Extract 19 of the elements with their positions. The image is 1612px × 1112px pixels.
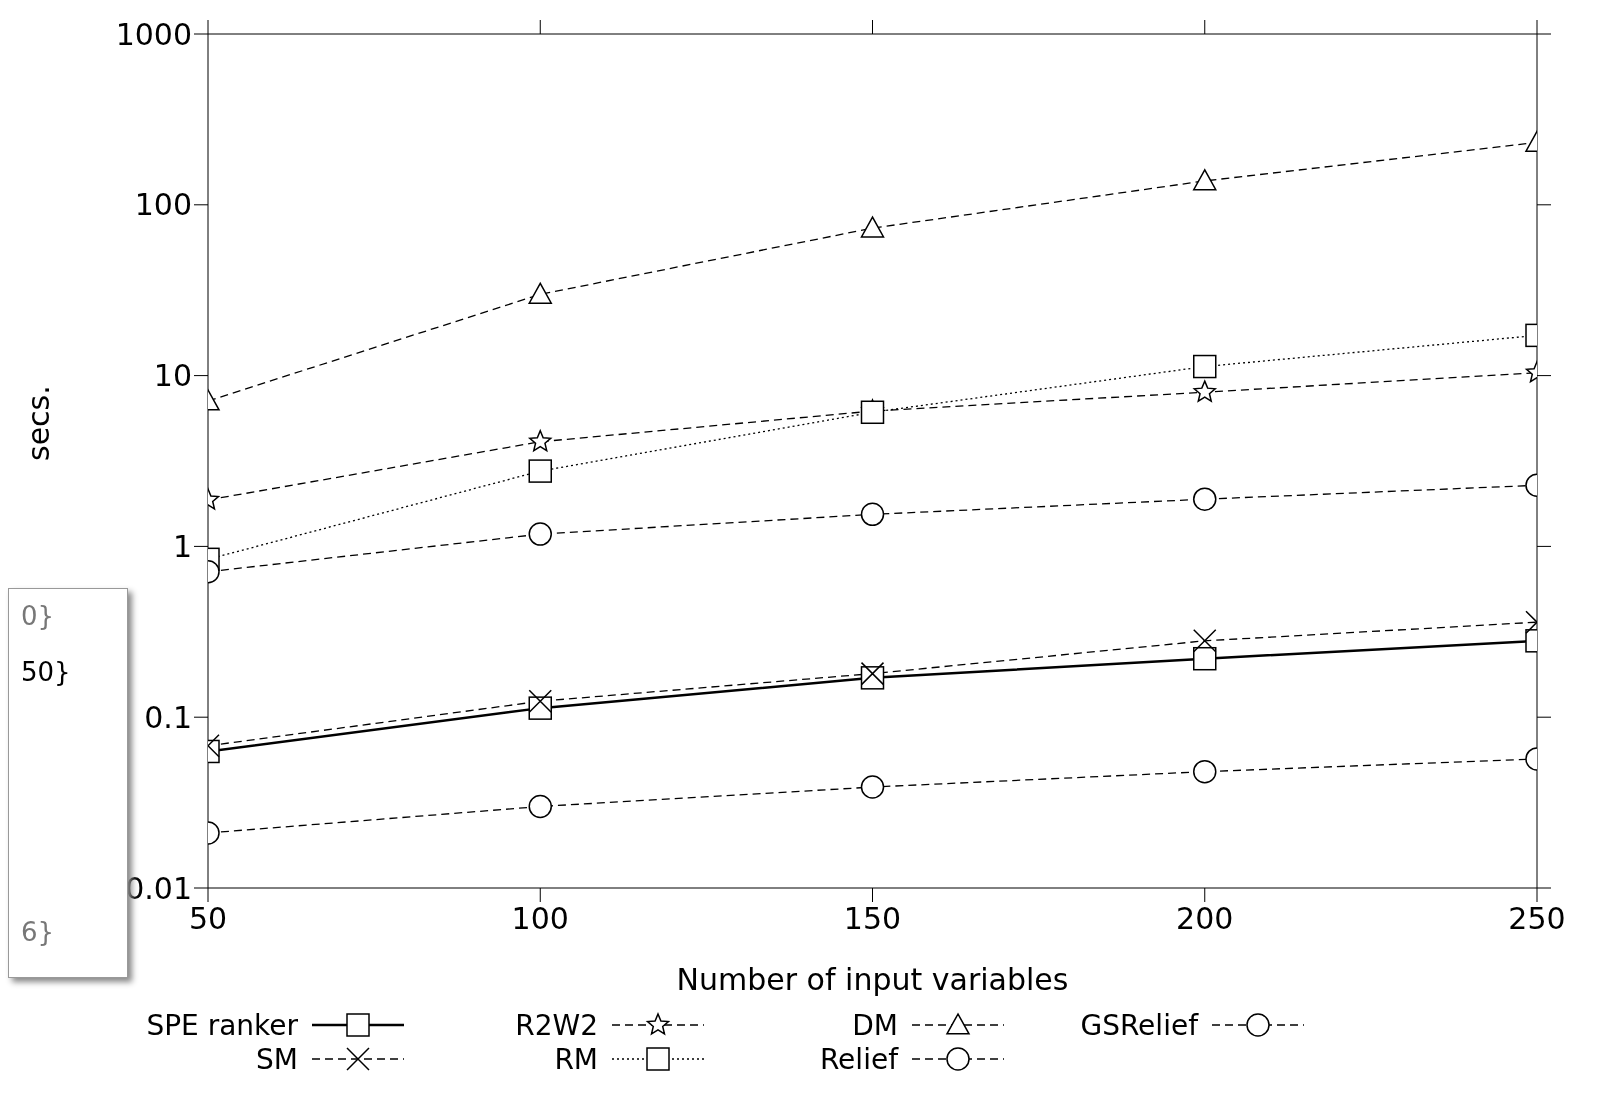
legend-label: SPE ranker bbox=[146, 1008, 298, 1042]
y-tick-label: 100 bbox=[134, 187, 192, 223]
y-tick-label: 1000 bbox=[115, 16, 192, 52]
legend-label: RM bbox=[554, 1042, 598, 1076]
y-tick-label: 1 bbox=[172, 529, 192, 565]
legend-label: SM bbox=[256, 1042, 298, 1076]
x-tick-label: 150 bbox=[843, 901, 902, 937]
legend-label: DM bbox=[852, 1008, 898, 1042]
y-tick-label: 0.1 bbox=[144, 699, 192, 735]
legend-label: R2W2 bbox=[515, 1008, 598, 1042]
x-tick-label: 250 bbox=[1508, 901, 1566, 937]
x-tick-label: 100 bbox=[511, 901, 569, 937]
y-tick-label: 10 bbox=[153, 358, 192, 394]
y-axis-title: secs. bbox=[20, 385, 56, 461]
x-tick-label: 200 bbox=[1176, 901, 1234, 937]
legend-label: Relief bbox=[819, 1042, 898, 1076]
popup-panel: 0} 50} 6} bbox=[8, 588, 128, 978]
legend-label: GSRelief bbox=[1080, 1008, 1198, 1042]
x-axis-title: Number of input variables bbox=[676, 962, 1069, 997]
